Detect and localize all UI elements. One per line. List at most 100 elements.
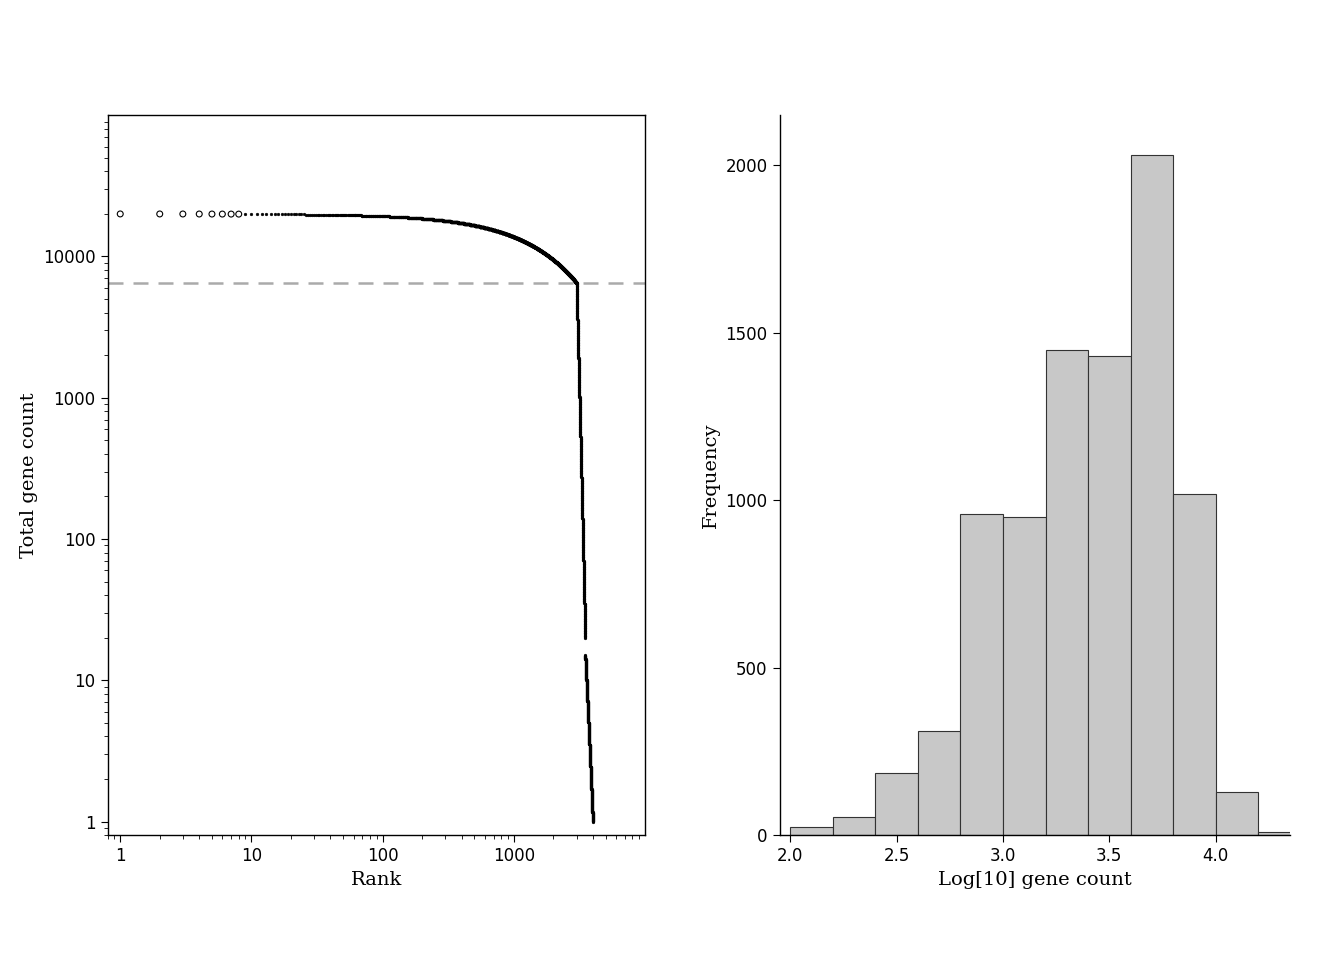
Point (567, 317, 589, 332)
Point (559, 267, 581, 282)
Point (465, 218, 487, 233)
Point (457, 216, 478, 231)
Point (304, 207, 325, 223)
Point (474, 220, 496, 235)
Point (569, 358, 590, 373)
Point (569, 355, 590, 371)
Point (566, 282, 587, 298)
Point (409, 210, 430, 226)
Point (439, 214, 461, 229)
Point (531, 244, 552, 259)
Point (543, 252, 564, 268)
Point (414, 211, 435, 227)
Point (500, 228, 521, 243)
Point (578, 726, 599, 741)
Point (562, 271, 583, 286)
Point (484, 223, 505, 238)
Point (466, 218, 488, 233)
Point (442, 214, 464, 229)
Point (461, 217, 482, 232)
Point (500, 228, 521, 243)
Point (496, 227, 517, 242)
Point (575, 669, 597, 684)
Point (512, 233, 534, 249)
Point (577, 677, 598, 692)
Point (524, 240, 546, 255)
Point (492, 225, 513, 240)
Point (516, 235, 538, 251)
Point (548, 257, 570, 273)
Point (515, 234, 536, 250)
Point (547, 255, 569, 271)
Point (579, 757, 601, 773)
Point (564, 274, 586, 289)
Point (556, 264, 578, 279)
Point (550, 258, 571, 274)
Point (398, 210, 419, 226)
Point (513, 234, 535, 250)
Point (564, 275, 586, 290)
Point (505, 230, 527, 246)
Point (539, 250, 560, 265)
Point (509, 232, 531, 248)
Point (458, 217, 480, 232)
Point (546, 254, 567, 270)
Point (548, 257, 570, 273)
Point (552, 260, 574, 276)
Point (488, 224, 509, 239)
Point (509, 232, 531, 248)
Point (540, 251, 562, 266)
Point (538, 248, 559, 263)
Point (411, 211, 433, 227)
Point (485, 223, 507, 238)
Point (571, 500, 593, 516)
Point (567, 335, 589, 350)
Point (578, 717, 599, 732)
Point (520, 237, 542, 252)
Point (489, 225, 511, 240)
Point (454, 216, 476, 231)
Point (539, 250, 560, 265)
Point (401, 210, 422, 226)
Point (521, 238, 543, 253)
Point (531, 244, 552, 259)
Point (563, 272, 585, 287)
Point (512, 233, 534, 249)
Point (539, 250, 560, 265)
Point (582, 811, 603, 827)
Point (526, 240, 547, 255)
Point (536, 248, 558, 263)
Point (300, 206, 321, 222)
Point (569, 382, 590, 397)
Point (427, 212, 449, 228)
Point (581, 786, 602, 802)
Point (571, 514, 593, 529)
Point (555, 263, 577, 278)
Point (500, 228, 521, 243)
Point (523, 239, 544, 254)
Point (554, 263, 575, 278)
Point (574, 590, 595, 606)
Point (527, 241, 548, 256)
Point (566, 299, 587, 314)
Point (543, 252, 564, 268)
Point (581, 768, 602, 783)
Point (579, 737, 601, 753)
Point (569, 396, 590, 411)
Point (574, 584, 595, 599)
Point (570, 456, 591, 471)
Point (569, 376, 590, 392)
Point (395, 209, 417, 225)
Point (560, 270, 582, 285)
Point (328, 207, 349, 223)
Point (543, 253, 564, 269)
Point (574, 608, 595, 623)
Point (562, 271, 583, 286)
Point (501, 228, 523, 244)
Point (579, 741, 601, 756)
Point (468, 219, 489, 234)
Point (538, 249, 559, 264)
Point (552, 260, 574, 276)
Point (462, 218, 484, 233)
Point (570, 425, 591, 441)
